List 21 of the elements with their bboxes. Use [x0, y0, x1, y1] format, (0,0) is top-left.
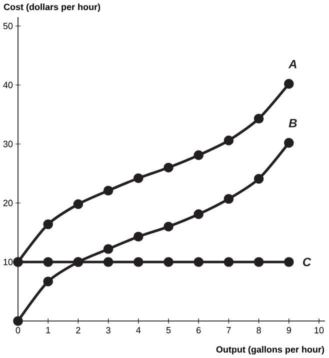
- x-tick-label: 4: [136, 327, 141, 334]
- x-tick-label: 3: [106, 327, 110, 334]
- x-tick-label: 7: [226, 327, 231, 334]
- x-tick-label: 1: [46, 327, 50, 334]
- series-label: A: [288, 60, 296, 68]
- x-tick-label: 9: [286, 327, 291, 334]
- x-tick-label: 2: [76, 327, 80, 334]
- x-tick-label: 0: [16, 327, 20, 334]
- y-tick-label: 40: [3, 82, 13, 88]
- x-tick-label: 6: [196, 327, 201, 334]
- y-tick-label: 30: [3, 140, 13, 148]
- y-axis-title: Cost (dollars per hour): [4, 4, 100, 12]
- y-tick-label: 10: [4, 258, 13, 266]
- series-label: C: [303, 258, 312, 266]
- series-label: B: [288, 119, 297, 128]
- x-axis-title: Output (gallons per hour): [216, 346, 324, 354]
- x-tick-label: 10: [314, 327, 324, 334]
- y-tick-label: 50: [3, 22, 13, 30]
- x-tick-label: 8: [256, 327, 261, 334]
- x-tick-label: 5: [166, 327, 171, 334]
- y-tick-label: 20: [3, 200, 13, 206]
